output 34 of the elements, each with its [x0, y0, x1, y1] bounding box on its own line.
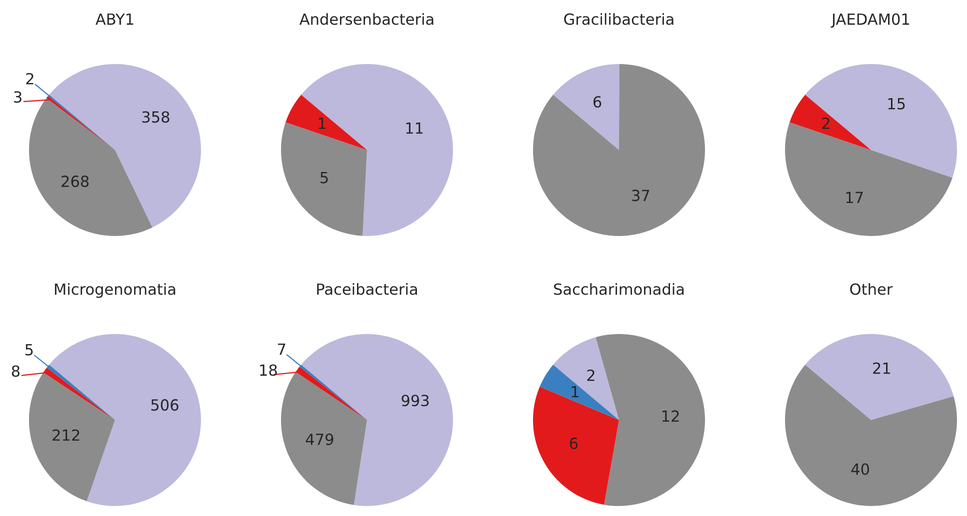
data-label: 5 — [25, 344, 33, 356]
chart-title: Gracilibacteria — [564, 13, 674, 25]
data-label: 15 — [888, 98, 905, 110]
data-label: 40 — [851, 463, 870, 475]
data-label: 6 — [570, 438, 578, 450]
chart-title: Andersenbacteria — [299, 13, 434, 25]
data-label: 3 — [14, 91, 22, 103]
chart-title: Saccharimonadia — [554, 283, 684, 295]
chart-title: Paceibacteria — [317, 283, 417, 295]
chart-title: Microgenomatia — [54, 283, 176, 298]
data-label: 2 — [587, 370, 594, 381]
data-label: 7 — [278, 344, 286, 355]
data-label: 993 — [402, 394, 429, 406]
data-label: 2 — [26, 72, 34, 84]
chart-title: Other — [850, 283, 893, 295]
data-label: 18 — [260, 364, 277, 376]
data-label: 358 — [142, 111, 170, 123]
data-label: 8 — [12, 365, 20, 377]
data-label: 1 — [318, 118, 326, 129]
data-label: 268 — [62, 176, 89, 188]
chart-title: JAEDAM01 — [830, 13, 910, 28]
data-label: 37 — [632, 190, 650, 202]
data-label: 12 — [662, 410, 679, 422]
data-label: 2 — [822, 118, 830, 129]
data-label: 212 — [52, 429, 80, 441]
data-label: 6 — [593, 96, 602, 108]
data-label: 1 — [572, 386, 578, 398]
data-label: 17 — [846, 192, 863, 204]
data-label: 479 — [306, 434, 334, 446]
data-label: 11 — [406, 122, 423, 134]
data-label: 5 — [320, 172, 328, 184]
data-label: 21 — [873, 362, 890, 374]
chart-title: ABY1 — [96, 14, 134, 25]
data-label: 506 — [151, 399, 178, 411]
